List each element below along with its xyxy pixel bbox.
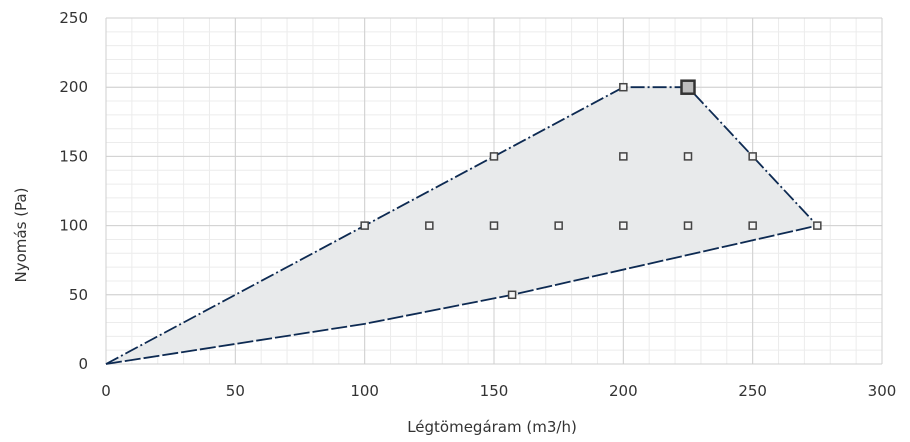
y-tick-label: 150	[59, 147, 88, 165]
data-point	[619, 221, 628, 230]
data-point	[489, 221, 499, 230]
y-tick-label: 250	[59, 9, 88, 27]
data-point	[619, 152, 628, 161]
x-tick-label: 200	[609, 382, 638, 400]
data-point	[683, 221, 693, 230]
data-point	[554, 221, 563, 230]
x-tick-label: 100	[350, 382, 379, 400]
data-point	[748, 152, 757, 161]
y-tick-label: 50	[69, 286, 88, 304]
data-point	[619, 82, 628, 92]
data-point	[489, 152, 499, 161]
x-tick-label: 50	[226, 382, 245, 400]
data-point	[813, 221, 822, 230]
highlighted-data-point	[680, 79, 696, 95]
data-point	[360, 221, 369, 230]
x-axis-ticks: 0 50 100 150 200 250 300	[101, 382, 896, 400]
x-tick-label: 150	[480, 382, 509, 400]
y-tick-label: 100	[59, 217, 88, 235]
data-point	[507, 290, 517, 300]
data-point	[748, 221, 757, 230]
x-tick-label: 0	[101, 382, 111, 400]
y-axis-ticks: 0 50 100 150 200 250	[59, 9, 88, 373]
envelope-lower-line	[105, 224, 818, 365]
data-points	[360, 79, 822, 300]
y-tick-label: 200	[59, 78, 88, 96]
envelope-area	[106, 87, 818, 364]
x-tick-label: 300	[868, 382, 897, 400]
x-axis-label: Légtömegáram (m3/h)	[407, 418, 577, 436]
data-point	[425, 221, 434, 230]
y-tick-label: 0	[78, 355, 88, 373]
x-tick-label: 250	[738, 382, 767, 400]
data-point	[683, 152, 693, 161]
y-axis-label: Nyomás (Pa)	[12, 188, 30, 283]
